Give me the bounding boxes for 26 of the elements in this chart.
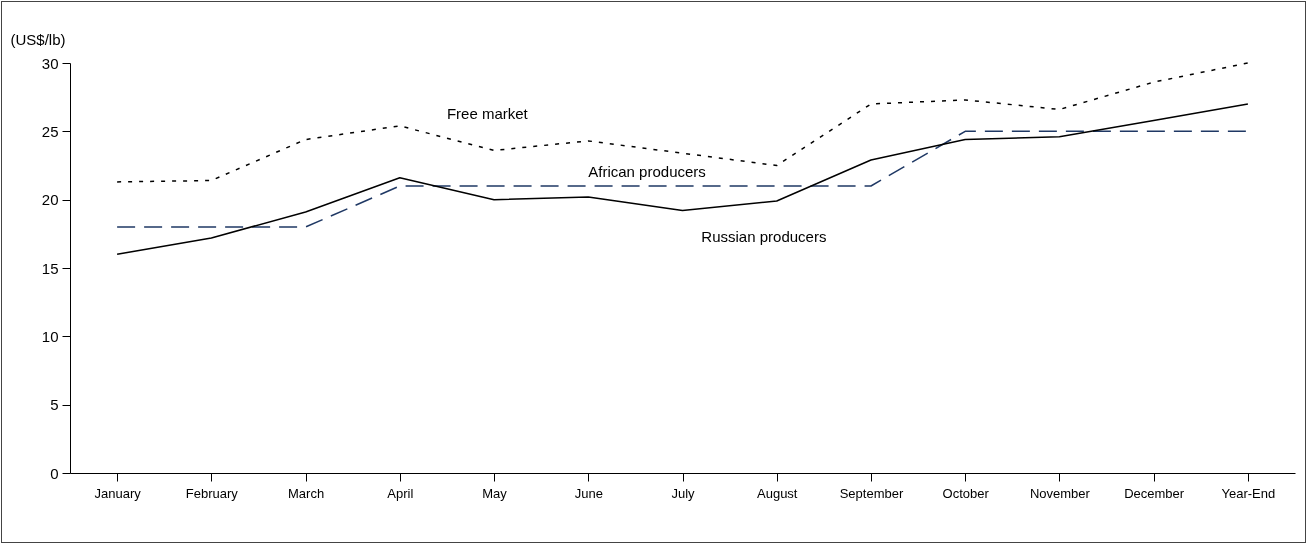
x-tick-label: May [482,485,508,501]
series-label: African producers [588,163,706,180]
y-tick-label: 10 [41,327,59,345]
x-tick-label: June [574,485,603,501]
y-tick-label: 30 [41,54,59,72]
x-tick-label: January [94,485,142,501]
x-tick-label: Year-End [1221,485,1276,501]
x-tick-label: March [288,485,325,501]
x-tick-label: December [1124,485,1185,501]
x-tick-label: April [387,485,414,501]
line-series [116,62,1249,183]
y-tick-label: 15 [41,259,59,277]
y-tick-label: 5 [50,396,59,414]
line-series [116,103,1249,256]
series-label: Free market [446,105,529,123]
y-tick-label: 0 [50,464,59,482]
y-tick-label: 25 [41,122,59,140]
x-tick-label: August [756,485,798,501]
x-tick-label: February [185,485,239,501]
y-tick-label: 20 [41,191,59,209]
y-axis-title: (US$/lb) [10,30,66,48]
x-tick-label: September [839,485,904,501]
series-label: Russian producers [701,227,827,245]
x-tick-label: October [942,485,990,501]
x-tick-label: November [1029,485,1091,501]
x-tick-label: July [671,485,696,501]
